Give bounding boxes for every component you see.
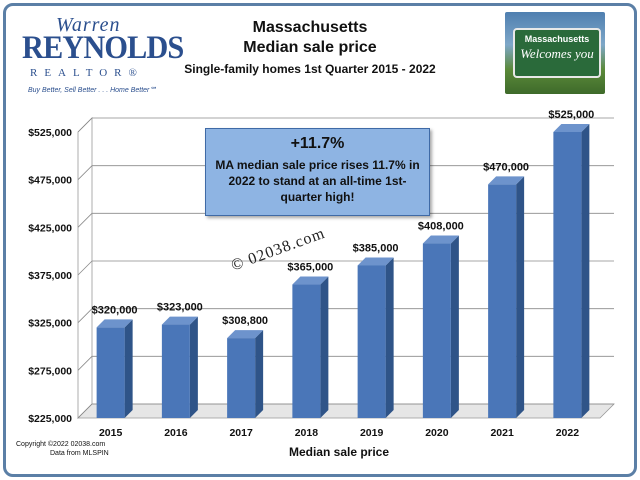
data-label: $525,000 [548, 109, 594, 121]
data-label: $308,800 [222, 315, 268, 327]
bar [357, 265, 386, 418]
y-tick-label: $375,000 [28, 270, 72, 282]
x-tick-label: 2019 [360, 427, 384, 439]
bar-side [450, 235, 459, 418]
chart-title-line2: Median sale price [243, 39, 377, 56]
callout-body: MA median sale price rises 11.7% in 2022… [215, 158, 420, 204]
x-tick-label: 2017 [229, 427, 253, 439]
chart-title-block: Massachusetts Median sale price Single-f… [160, 18, 460, 78]
bar-side [124, 319, 133, 418]
y-tick-label: $325,000 [28, 318, 72, 330]
x-tick-label: 2016 [164, 427, 188, 439]
bar-top [422, 235, 459, 244]
bar-side [516, 176, 525, 418]
callout-box: +11.7% MA median sale price rises 11.7% … [205, 128, 430, 216]
sign-line2: Welcomes you [520, 46, 594, 61]
data-label: $320,000 [92, 304, 138, 316]
chart-floor [77, 403, 615, 419]
y-tick-label: $225,000 [28, 413, 72, 425]
bar-side [189, 316, 198, 418]
welcome-sign-photo: Massachusetts Welcomes you [505, 12, 605, 94]
data-label: $323,000 [157, 302, 203, 314]
gridline [77, 260, 614, 276]
bar-side [255, 330, 264, 418]
data-source-text: Data from MLSPIN [50, 450, 109, 457]
logo-realtor-text: REALTOR® [30, 67, 144, 79]
x-tick-label: 2021 [490, 427, 514, 439]
welcome-sign-board: Massachusetts Welcomes you [513, 28, 601, 78]
y-tick-label: $275,000 [28, 365, 72, 377]
data-label: $365,000 [287, 262, 333, 274]
y-tick-label: $425,000 [28, 222, 72, 234]
bar-side [581, 124, 590, 418]
bar-top [553, 124, 590, 132]
footer-credits: Copyright ©2022 02038.com Data from MLSP… [16, 440, 109, 458]
bar-top [292, 276, 329, 285]
chart-title-line1: Massachusetts [252, 19, 368, 36]
gridline [77, 212, 614, 228]
callout-headline: +11.7% [290, 135, 345, 152]
bar [292, 284, 321, 418]
sign-line1: Massachusetts [524, 34, 590, 44]
bar [161, 324, 190, 418]
copyright-text: Copyright ©2022 02038.com [16, 441, 106, 448]
x-axis-title: Median sale price [289, 445, 389, 459]
data-label: $385,000 [353, 242, 399, 254]
logo-warren-text: Warren [56, 14, 121, 36]
x-tick-label: 2018 [295, 427, 319, 439]
bar-side [320, 276, 329, 418]
bar-side [385, 257, 394, 418]
bar [96, 327, 125, 418]
x-tick-label: 2020 [425, 427, 449, 439]
logo-reynolds-text: REYNOLDS [22, 30, 184, 66]
bar [488, 184, 517, 418]
x-tick-label: 2022 [556, 427, 580, 439]
bar [422, 243, 451, 418]
bar [227, 338, 256, 418]
realtor-logo: Warren REYNOLDS REALTOR® Buy Better, Sel… [22, 14, 184, 100]
gridline [77, 355, 614, 371]
bar-top [357, 257, 394, 266]
bar-top [96, 319, 133, 328]
gridline [77, 117, 614, 133]
bar [553, 132, 582, 418]
y-tick-label: $525,000 [28, 127, 72, 139]
bar-top [488, 176, 525, 185]
gridline [77, 165, 614, 180]
bar-top [227, 330, 264, 339]
data-label: $470,000 [483, 161, 529, 173]
data-label: $408,000 [418, 221, 464, 233]
logo-tagline: Buy Better, Sell Better . . . Home Bette… [28, 87, 157, 94]
y-tick-label: $475,000 [28, 175, 72, 187]
bar-top [161, 316, 198, 325]
chart-subtitle: Single-family homes 1st Quarter 2015 - 2… [184, 62, 436, 76]
x-tick-label: 2015 [99, 427, 123, 439]
